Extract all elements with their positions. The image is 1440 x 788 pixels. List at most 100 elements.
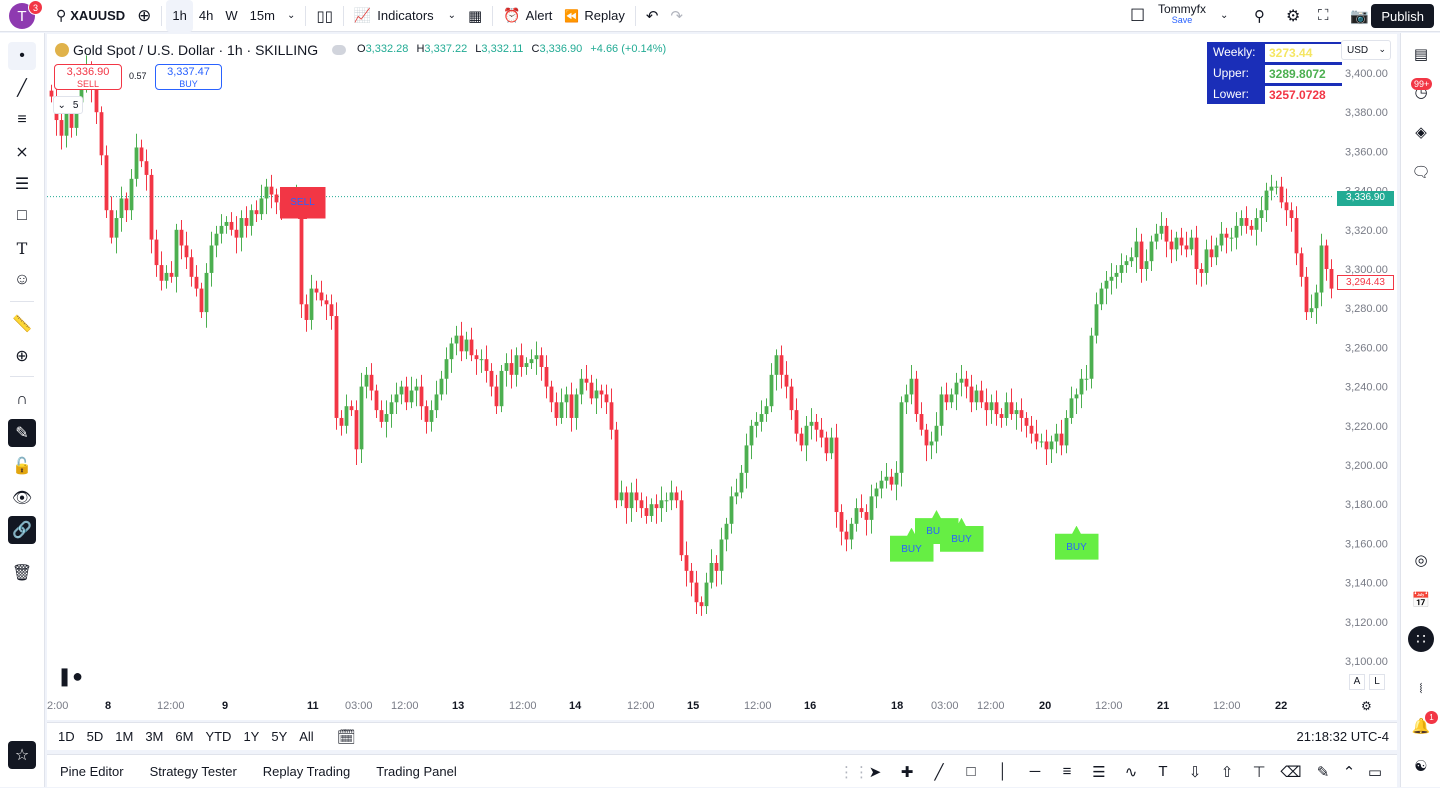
stream-button[interactable]: ⧙ <box>1408 675 1434 701</box>
range-1m[interactable]: 1M <box>115 729 134 744</box>
layout-name[interactable]: Tommyfx Save <box>1158 3 1206 26</box>
close-label: C <box>531 43 540 55</box>
log-scale-button[interactable]: L <box>1369 674 1385 690</box>
layouts-button[interactable]: ▦ <box>462 0 488 32</box>
tab-strategy-tester[interactable]: Strategy Tester <box>149 763 237 779</box>
sell-button[interactable]: 3,336.90 SELL <box>54 64 122 90</box>
eraser-icon[interactable]: ⌫ <box>1280 763 1302 781</box>
crosshair-icon[interactable]: ✚ <box>900 763 914 781</box>
timeframe-15m[interactable]: 15m <box>249 8 275 23</box>
screener-button[interactable]: ◎ <box>1408 547 1434 573</box>
rectangle-icon[interactable]: □ <box>966 763 976 780</box>
lock-drawings[interactable]: 🔓 <box>8 452 36 480</box>
quick-search-button[interactable]: ⚲ <box>1248 0 1271 32</box>
axis-settings-icon[interactable]: ⚙ <box>1361 699 1372 713</box>
prediction-tool[interactable]: ☰ <box>8 170 36 198</box>
chart-pane[interactable]: 3,400.003,380.003,360.003,340.003,320.00… <box>47 34 1397 720</box>
price-chart[interactable]: 3,400.003,380.003,360.003,340.003,320.00… <box>47 34 1397 696</box>
indicators-button[interactable]: 📈 Indicators ⌄ <box>348 0 462 32</box>
magnet-tool[interactable]: ∩ <box>8 386 36 414</box>
tab-trading-panel[interactable]: Trading Panel <box>376 763 457 779</box>
symbol-search[interactable]: ⚲ XAUUSD <box>50 0 131 32</box>
fullscreen-button[interactable]: ⛶ <box>1312 0 1335 32</box>
object-tree-button[interactable]: ◈ <box>1408 119 1434 145</box>
text-tool[interactable]: T <box>8 234 36 262</box>
snapshot-button[interactable]: 📷 <box>1344 0 1375 32</box>
tab-pine-editor[interactable]: Pine Editor <box>60 763 124 779</box>
candle-body <box>724 523 729 540</box>
undo-button[interactable]: ↶ <box>640 0 665 32</box>
price-range-icon[interactable]: ⊤ <box>1252 763 1266 781</box>
buy-button[interactable]: 3,337.47 BUY <box>155 64 222 90</box>
watchlist-button[interactable]: ▤ <box>1408 41 1434 67</box>
tradingview-logo[interactable]: ❚● <box>57 666 83 686</box>
range-5d[interactable]: 5D <box>86 729 104 744</box>
fib-icon[interactable]: ☰ <box>1092 763 1106 781</box>
products-button[interactable]: ∷ <box>1408 626 1434 652</box>
timeframe-1h[interactable]: 1h <box>166 0 193 32</box>
legend-title-row[interactable]: Gold Spot / U.S. Dollar · 1h · SKILLING <box>55 42 347 58</box>
path-icon[interactable]: ∿ <box>1124 763 1138 781</box>
help-button[interactable]: ☯ <box>1408 753 1434 779</box>
horizontal-line-icon[interactable]: ─ <box>1029 763 1041 780</box>
tab-replay-trading[interactable]: Replay Trading <box>262 763 351 779</box>
maximize-panel-icon[interactable]: ▭ <box>1367 763 1383 781</box>
vertical-line-icon[interactable]: │ <box>998 763 1008 780</box>
channel-icon[interactable]: ≡ <box>1062 763 1072 780</box>
stay-in-drawing-mode[interactable]: ✎ <box>8 419 36 447</box>
pattern-tool[interactable]: ⨯ <box>8 138 36 166</box>
notifications-button[interactable]: 🔔 <box>1408 713 1434 739</box>
shape-tool[interactable]: □ <box>8 202 36 230</box>
indicators-collapse-button[interactable]: ⌄ 5 <box>53 96 83 114</box>
remove-drawings[interactable]: 🗑 <box>8 559 36 587</box>
chart-type-button[interactable]: ▯▯ <box>310 0 339 32</box>
time-axis[interactable]: 2:00 8 12:00 9 11 03:00 12:00 13 12:00 14 12:00 15 1… <box>47 696 1397 718</box>
range-6m[interactable]: 6M <box>175 729 194 744</box>
sync-drawings[interactable]: 🔗 <box>8 516 36 544</box>
range-ytd[interactable]: YTD <box>205 729 232 744</box>
chart-clock[interactable]: 21:18:32 UTC-4 <box>1296 729 1390 744</box>
trendline-tool[interactable]: ╱ <box>8 74 36 102</box>
drag-handle-icon[interactable]: ⋮⋮ <box>839 763 869 781</box>
replay-button[interactable]: ⏪ Replay <box>558 0 630 32</box>
layout-dropdown[interactable]: ⌄ <box>1214 0 1234 32</box>
layout-square-button[interactable]: ☐ <box>1124 0 1151 32</box>
candle-body <box>759 414 764 422</box>
auto-scale-button[interactable]: A <box>1349 674 1365 690</box>
settings-button[interactable]: ⚙ <box>1280 0 1306 32</box>
emoji-tool[interactable]: ☺ <box>8 266 36 294</box>
compare-symbol-button[interactable]: ⊕ <box>131 0 157 32</box>
trendline-icon[interactable]: ╱ <box>934 763 944 781</box>
timeframe-dropdown[interactable]: ⌄ <box>281 0 301 32</box>
currency-select[interactable]: USD ⌄ <box>1341 40 1391 60</box>
brush-icon[interactable]: ✎ <box>1316 763 1330 781</box>
range-5y[interactable]: 5Y <box>271 729 288 744</box>
range-1d[interactable]: 1D <box>58 729 75 744</box>
range-3m[interactable]: 3M <box>145 729 164 744</box>
alert-button[interactable]: ⏰ Alert <box>497 0 558 32</box>
calendar-button[interactable]: 📅 <box>1408 587 1434 613</box>
timeframe-w[interactable]: W <box>225 8 238 23</box>
fib-tool[interactable]: ≡ <box>8 106 36 134</box>
zoom-tool[interactable]: ⊕ <box>8 342 36 370</box>
range-all[interactable]: All <box>299 729 314 744</box>
hide-legend-icon[interactable] <box>332 45 347 55</box>
redo-button[interactable]: ↷ <box>664 0 689 32</box>
cursor-icon[interactable]: ➤ <box>868 763 882 781</box>
chats-button[interactable]: 🗨 <box>1408 159 1434 185</box>
timeframe-4h[interactable]: 4h <box>198 8 214 23</box>
chevron-up-icon[interactable]: ⌃ <box>1342 763 1356 781</box>
arrow-down-icon[interactable]: ⇩ <box>1188 763 1202 781</box>
candle-body <box>594 390 599 399</box>
spread-value: 0.57 <box>129 71 147 81</box>
publish-button[interactable]: Publish <box>1371 4 1434 28</box>
arrow-up-icon[interactable]: ⇧ <box>1220 763 1234 781</box>
favorites-tool[interactable]: ☆ <box>8 741 36 769</box>
range-1y[interactable]: 1Y <box>243 729 260 744</box>
crosshair-tool[interactable]: • <box>8 42 36 70</box>
measure-tool[interactable]: 📏 <box>8 310 36 338</box>
candle-body <box>1219 233 1224 246</box>
go-to-date-icon[interactable]: 🗓 <box>336 728 356 746</box>
hide-drawings[interactable]: 👁 <box>8 484 36 512</box>
text-icon[interactable]: T <box>1158 763 1168 780</box>
